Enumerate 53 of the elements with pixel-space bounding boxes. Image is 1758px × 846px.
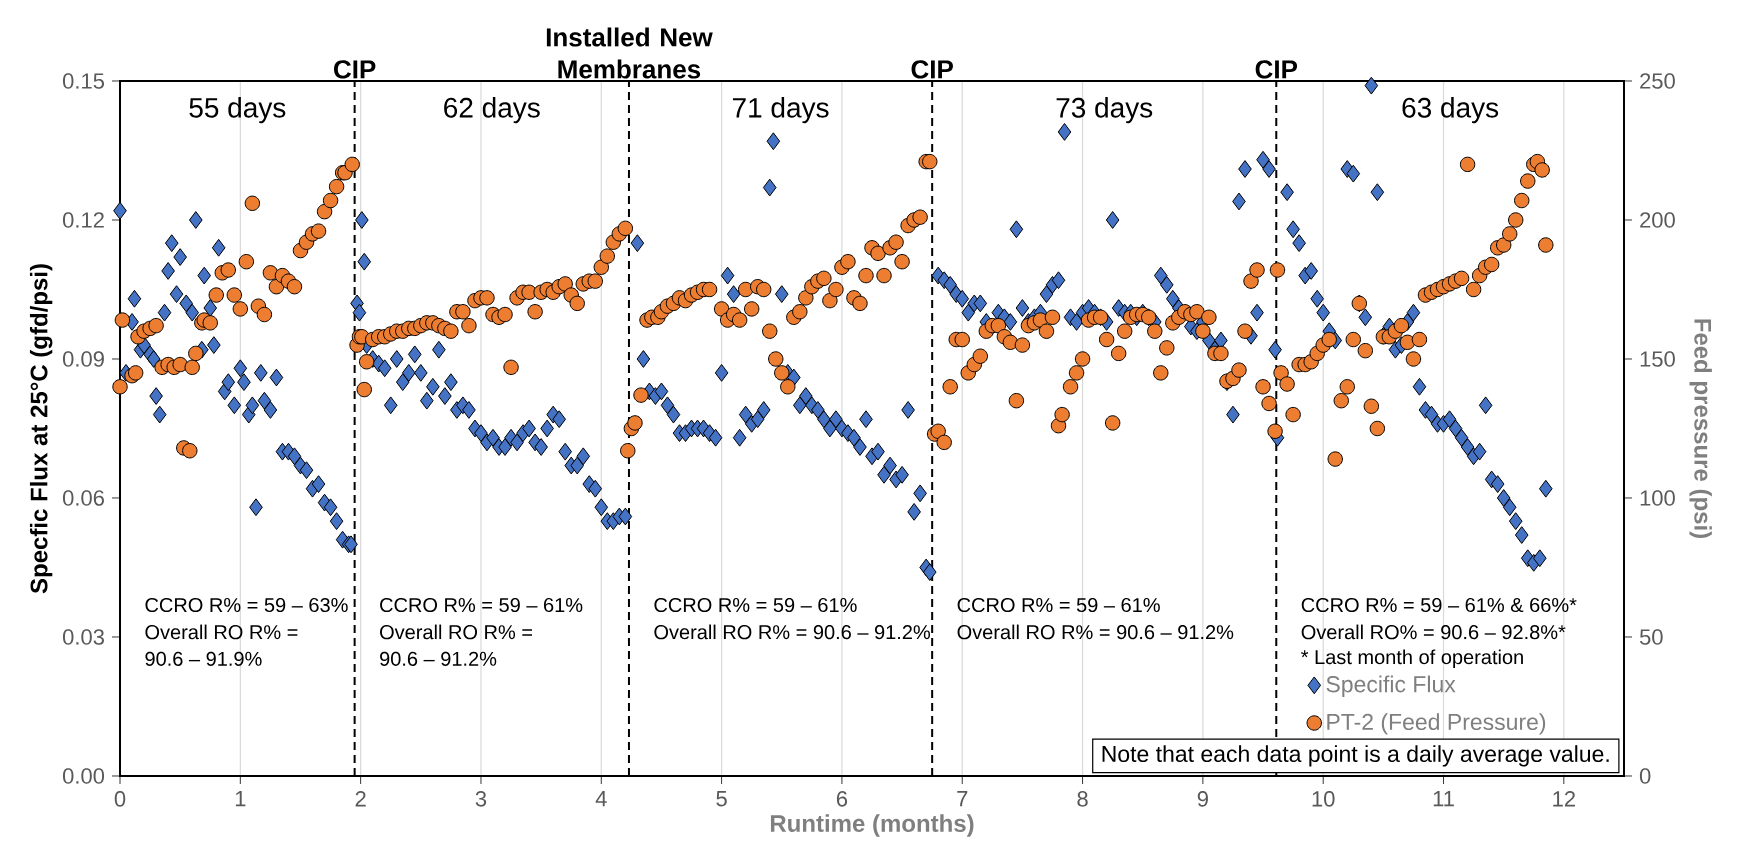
annotation: Note that each data point is a daily average value. bbox=[1102, 745, 1609, 767]
annotation: * Last month of operation bbox=[1301, 649, 1523, 669]
y-tick-label: 0.15 bbox=[62, 73, 104, 89]
annotation: Overall RO R% = bbox=[380, 624, 533, 640]
x-tick-label: 0 bbox=[114, 791, 126, 807]
y-tick-label: 0.12 bbox=[62, 212, 104, 228]
annotation: 90.6 – 91.2% bbox=[380, 651, 497, 666]
annotation: Overall RO R% = 90.6 – 91.2% bbox=[654, 624, 931, 640]
y-tick-label: 0.06 bbox=[62, 490, 104, 506]
x-tick-label: 6 bbox=[836, 791, 848, 807]
x-tick-label: 1 bbox=[235, 791, 246, 807]
x-tick-label: 12 bbox=[1553, 791, 1575, 807]
y2-tick-label: 100 bbox=[1640, 490, 1675, 506]
y2-tick-label: 0 bbox=[1639, 768, 1651, 784]
x-tick-label: 2 bbox=[355, 791, 366, 807]
annotation: CCRO R% = 59 – 61% bbox=[957, 597, 1160, 613]
x-tick-label: 8 bbox=[1077, 791, 1088, 807]
x-tick-label: 10 bbox=[1312, 791, 1335, 807]
y-tick-label: 0.00 bbox=[62, 768, 105, 784]
y-tick-label: 0.03 bbox=[62, 629, 104, 645]
y2-tick-label: 150 bbox=[1640, 351, 1675, 367]
annotation: 71 days bbox=[732, 97, 829, 124]
y2-tick-label: 200 bbox=[1640, 212, 1675, 228]
annotation: 63 days bbox=[1402, 97, 1499, 124]
annotation: 90.6 – 91.9% bbox=[145, 651, 262, 666]
ref-line-label: Installed New Membranes bbox=[546, 27, 713, 79]
x-tick-label: 9 bbox=[1197, 791, 1208, 807]
ref-line-label: CIP bbox=[911, 60, 953, 79]
ref-line-label: CIP bbox=[1255, 60, 1298, 79]
y-axis-title: Specfic Flux at 25°C (gfd/psi) bbox=[29, 264, 53, 594]
annotation: CCRO R% = 59 – 61% bbox=[654, 597, 857, 613]
x-tick-label: 4 bbox=[595, 791, 607, 807]
y2-tick-label: 250 bbox=[1640, 73, 1675, 89]
annotation: 73 days bbox=[1056, 97, 1153, 124]
annotation: CCRO R% = 59 – 61% & 66%* bbox=[1301, 597, 1577, 613]
x-tick-label: 5 bbox=[716, 791, 727, 807]
legend-label: PT-2 (Feed Pressure) bbox=[1327, 713, 1546, 735]
x-axis-title: Runtime (months) bbox=[770, 814, 974, 837]
annotation: CCRO R% = 59 – 61% bbox=[380, 597, 583, 613]
x-tick-label: 7 bbox=[957, 791, 968, 807]
y-tick-label: 0.09 bbox=[62, 351, 104, 367]
annotation: Overall RO R% = bbox=[145, 624, 298, 640]
x-tick-label: 3 bbox=[475, 791, 487, 807]
annotation: Overall RO% = 90.6 – 92.8%* bbox=[1301, 624, 1566, 640]
x-tick-label: 11 bbox=[1433, 791, 1454, 807]
annotation: 62 days bbox=[444, 97, 540, 124]
y2-tick-label: 50 bbox=[1639, 629, 1663, 645]
annotation: 55 days bbox=[189, 97, 286, 124]
ref-line-label: CIP bbox=[334, 60, 376, 79]
annotation: Overall RO R% = 90.6 – 91.2% bbox=[957, 624, 1234, 640]
annotation: CCRO R% = 59 – 63% bbox=[145, 597, 348, 613]
y2-axis-title: Feed pressure (psi) bbox=[1689, 319, 1712, 538]
legend-label: Specific Flux bbox=[1326, 675, 1456, 697]
